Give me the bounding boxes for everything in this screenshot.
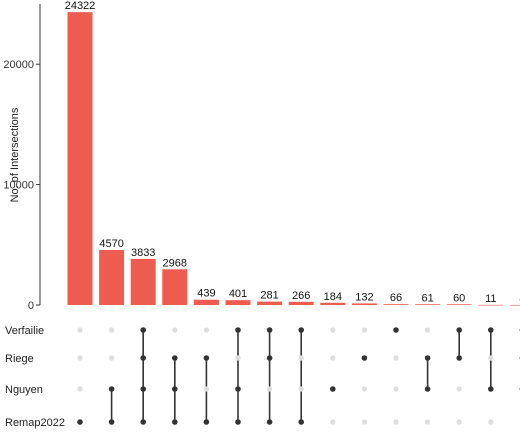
matrix-dot-active — [172, 386, 178, 392]
matrix-dot-active — [456, 355, 463, 361]
matrix-dot-active — [488, 386, 494, 392]
y-tick-label: 10000 — [3, 180, 34, 192]
bar-value-label: 61 — [421, 292, 433, 304]
matrix-dot-active — [108, 419, 115, 425]
bar-value-label: 24322 — [65, 0, 96, 12]
y-axis-title: No. of Intersections — [9, 107, 21, 202]
matrix-dot-inactive — [393, 355, 399, 361]
matrix-dot-inactive — [393, 419, 399, 425]
matrix-dot-active — [424, 386, 431, 392]
bar — [351, 303, 377, 305]
bar — [415, 304, 441, 305]
matrix-dot-active — [140, 419, 146, 425]
bar — [225, 300, 251, 305]
bar-value-label: 132 — [355, 291, 373, 303]
matrix-dot-inactive — [488, 419, 494, 425]
matrix-dot-active — [108, 386, 115, 392]
bar — [67, 12, 93, 306]
y-tick-label: 20000 — [3, 59, 34, 71]
matrix-dot-active — [393, 327, 399, 333]
matrix-dot-inactive — [77, 355, 83, 361]
matrix-dot-active — [172, 355, 178, 361]
matrix-dot-active — [77, 419, 83, 425]
matrix-dot-inactive — [298, 386, 304, 392]
bar-value-label: 184 — [324, 291, 342, 303]
matrix-dot-inactive — [488, 355, 494, 361]
bar — [130, 258, 156, 305]
bar — [320, 302, 346, 305]
matrix-dot-inactive — [109, 355, 115, 361]
matrix-dot-inactive — [267, 386, 273, 392]
matrix-dot-inactive — [109, 327, 115, 333]
bar-value-label: 3833 — [131, 247, 155, 259]
intersection-matrix — [77, 327, 520, 425]
matrix-dot-inactive — [203, 327, 209, 333]
matrix-dot-active — [456, 327, 463, 333]
matrix-dot-inactive — [456, 386, 462, 392]
matrix-dot-active — [235, 386, 241, 392]
matrix-dot-active — [266, 419, 273, 425]
set-label: Nguyen — [5, 384, 43, 396]
bar-value-label: 281 — [260, 290, 278, 302]
bar-value-label: 60 — [453, 292, 465, 304]
bar-value-label: 266 — [292, 290, 310, 302]
bar — [288, 301, 314, 305]
bar — [257, 301, 283, 305]
bars — [67, 12, 520, 306]
matrix-dot-active — [203, 419, 210, 425]
matrix-dot-active — [488, 327, 494, 333]
matrix-dot-active — [235, 327, 241, 333]
matrix-dot-inactive — [235, 355, 241, 361]
matrix-dot-active — [298, 327, 305, 333]
bar — [478, 304, 504, 306]
matrix-dot-active — [140, 327, 146, 333]
matrix-dot-active — [266, 355, 273, 361]
y-axis: 0 10000 20000 — [3, 4, 41, 312]
set-label: Riege — [5, 353, 34, 365]
matrix-dot-inactive — [456, 419, 462, 425]
matrix-dot-active — [140, 386, 146, 392]
bar — [162, 269, 188, 305]
bar-value-label: 401 — [229, 288, 247, 300]
matrix-dot-active — [361, 355, 368, 361]
matrix-dot-active — [172, 419, 178, 425]
matrix-dot-active — [140, 355, 146, 361]
bar-value-label: 4570 — [99, 238, 123, 250]
matrix-dot-inactive — [298, 355, 304, 361]
matrix-dot-active — [298, 419, 305, 425]
bar-value-label: 2968 — [163, 257, 187, 269]
set-label: Remap2022 — [5, 417, 65, 429]
matrix-dot-inactive — [425, 327, 431, 333]
bar — [383, 304, 409, 305]
matrix-dot-inactive — [172, 327, 178, 333]
matrix-dot-inactive — [361, 386, 367, 392]
bar-value-label: 439 — [197, 288, 215, 300]
matrix-dot-inactive — [330, 355, 336, 361]
matrix-dot-inactive — [393, 386, 399, 392]
set-label: Verfailie — [5, 325, 44, 337]
bar-value-label: 66 — [390, 292, 402, 304]
bar-labels: 24322 4570 3833 2968 439 401 281 266 184 132 66 61 6… — [65, 0, 520, 305]
matrix-dot-inactive — [425, 419, 431, 425]
bar — [99, 249, 125, 305]
y-tick-label: 0 — [28, 300, 34, 312]
bar — [446, 304, 472, 305]
matrix-dot-inactive — [361, 419, 367, 425]
matrix-dot-inactive — [203, 386, 209, 392]
bar — [193, 299, 219, 305]
matrix-dot-inactive — [330, 419, 336, 425]
set-labels: Verfailie Riege Nguyen Remap2022 — [5, 325, 65, 429]
matrix-dot-inactive — [77, 327, 83, 333]
matrix-dot-inactive — [77, 386, 83, 392]
bar-value-label: 11 — [485, 293, 496, 305]
matrix-dot-inactive — [361, 327, 367, 333]
matrix-dot-active — [266, 327, 273, 333]
matrix-dot-active — [424, 355, 431, 361]
matrix-dot-active — [235, 419, 241, 425]
matrix-dot-active — [330, 386, 336, 392]
matrix-dot-inactive — [330, 327, 336, 333]
matrix-dot-active — [203, 355, 210, 361]
bar — [509, 304, 520, 306]
